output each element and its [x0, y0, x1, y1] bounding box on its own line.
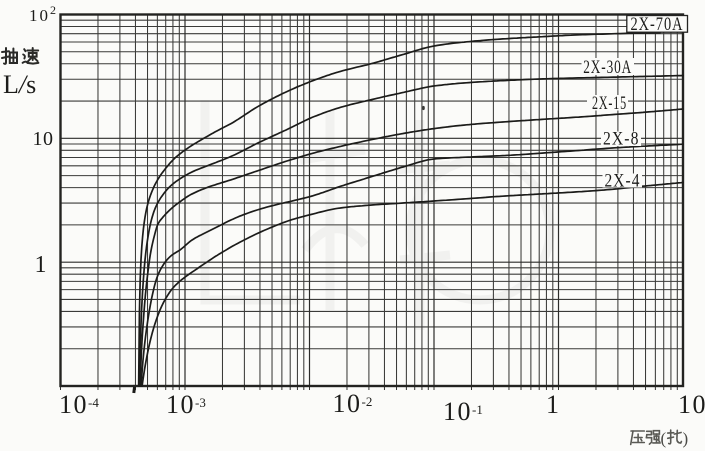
svg-text:2X-15: 2X-15	[592, 93, 627, 114]
svg-text:(: (	[661, 429, 667, 448]
svg-text:2X-8: 2X-8	[603, 129, 640, 150]
svg-text:2X-4: 2X-4	[605, 170, 641, 191]
svg-text:2X-70A: 2X-70A	[631, 14, 684, 35]
svg-text:2X-30A: 2X-30A	[583, 57, 632, 78]
svg-text:): )	[683, 429, 689, 448]
